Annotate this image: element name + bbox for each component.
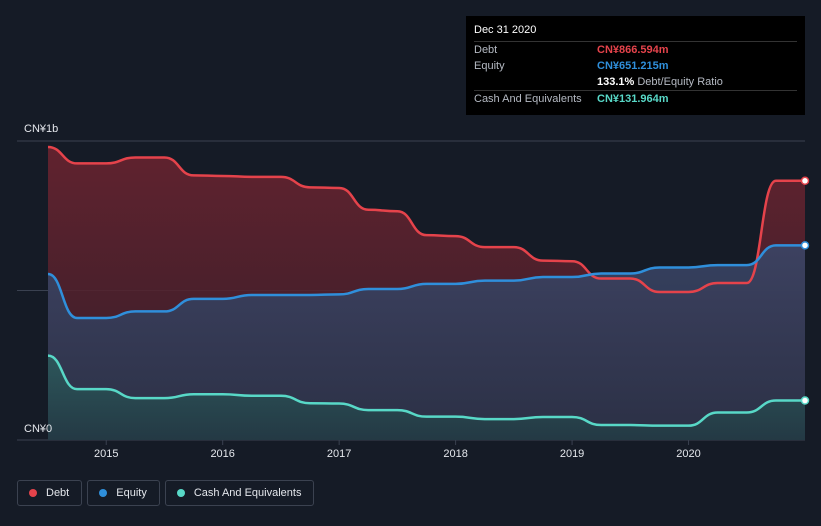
tooltip-row-equity: Equity CN¥651.215m (474, 58, 797, 74)
tooltip-value: CN¥866.594m (597, 44, 669, 56)
x-tick-label: 2016 (210, 448, 234, 460)
y-axis-top-label: CN¥1b (24, 123, 58, 135)
tooltip-subtext: Debt/Equity Ratio (637, 76, 723, 88)
equity-area (48, 245, 805, 440)
x-tick-label: 2020 (676, 448, 700, 460)
tooltip-row-ratio: 133.1% Debt/Equity Ratio (474, 74, 797, 90)
legend-item-equity[interactable]: Equity (87, 480, 160, 506)
tooltip-value: 133.1% (597, 76, 635, 88)
series-areas (48, 146, 805, 441)
legend-label: Equity (116, 487, 147, 499)
tooltip-row-debt: Debt CN¥866.594m (474, 41, 797, 58)
tooltip-row-cash: Cash And Equivalents CN¥131.964m (474, 90, 797, 107)
legend-label: Debt (46, 487, 70, 499)
x-tick-label: 2019 (560, 448, 584, 460)
series-end-markers (800, 176, 810, 405)
series-lines (47, 145, 805, 427)
equity-dot-icon (99, 489, 108, 497)
debt-end-marker (800, 176, 810, 186)
cash-and-equivalents-line (47, 354, 805, 427)
legend-label: Cash And Equivalents (193, 487, 302, 499)
tooltip-label: Cash And Equivalents (474, 93, 582, 105)
x-tick-label: 2017 (327, 448, 351, 460)
y-axis-bottom-label: CN¥0 (24, 423, 52, 435)
tooltip-label (474, 74, 597, 90)
tooltip-date: Dec 31 2020 (474, 24, 537, 36)
equity-line (47, 244, 805, 320)
tooltip-label: Equity (474, 60, 505, 72)
cash-and-equivalents-end-marker (800, 396, 810, 405)
tooltip-panel: Dec 31 2020 Debt CN¥866.594m Equity CN¥6… (466, 16, 805, 115)
legend: Debt Equity Cash And Equivalents (17, 480, 315, 506)
cash-dot-icon (176, 489, 185, 497)
legend-item-debt[interactable]: Debt (17, 480, 83, 506)
x-tick-label: 2018 (443, 448, 467, 460)
tooltip-value: CN¥651.215m (597, 60, 669, 72)
debt-line (47, 145, 805, 294)
x-tick-label: 2015 (94, 448, 118, 460)
equity-end-marker (800, 241, 810, 250)
debt-dot-icon (29, 489, 37, 497)
x-axis-ticks: 2015 2016 2017 2018 2019 2020 (94, 440, 701, 460)
legend-item-cash[interactable]: Cash And Equivalents (164, 480, 315, 506)
tooltip-value: CN¥131.964m (597, 93, 669, 105)
cash-and-equivalents-area (48, 355, 805, 440)
tooltip-label: Debt (474, 44, 498, 56)
